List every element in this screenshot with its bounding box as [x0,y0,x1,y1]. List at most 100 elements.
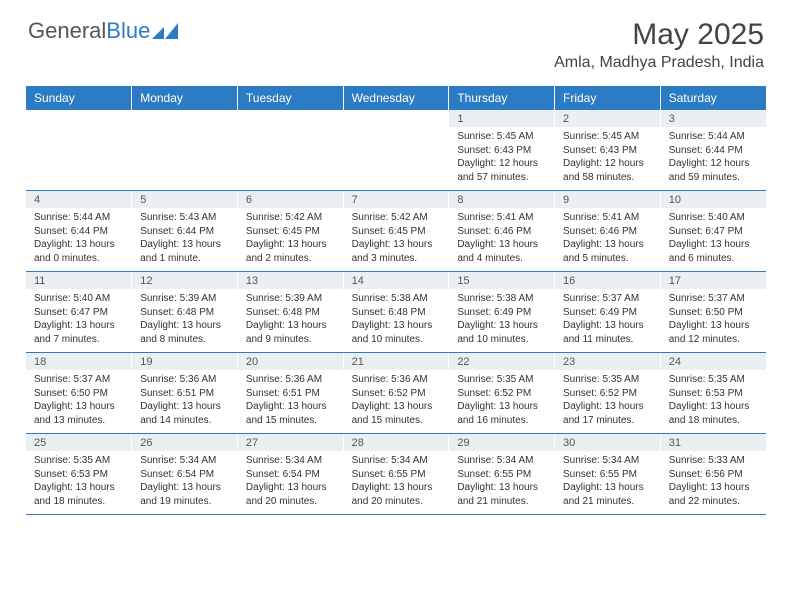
daylight-line: Daylight: 13 hours and 19 minutes. [140,481,229,508]
sunrise-line: Sunrise: 5:39 AM [140,292,229,306]
details-row: Sunrise: 5:35 AMSunset: 6:53 PM Daylight:… [26,451,766,515]
sunset-line: Sunset: 6:55 PM [352,468,441,482]
sunrise-line: Sunrise: 5:34 AM [140,454,229,468]
logo-blue: Blue [106,18,150,43]
day-details-cell [343,127,449,191]
day-details-cell [132,127,238,191]
sunset-line: Sunset: 6:48 PM [140,306,229,320]
logo-mark-icon [152,21,180,41]
daylight-line: Daylight: 12 hours and 59 minutes. [669,157,758,184]
sunrise-line: Sunrise: 5:42 AM [352,211,441,225]
sunset-line: Sunset: 6:44 PM [34,225,123,239]
weekday-header: Friday [555,86,661,110]
sunset-line: Sunset: 6:47 PM [669,225,758,239]
day-number-cell: 21 [343,353,449,371]
day-number-cell: 10 [660,191,766,209]
sunrise-line: Sunrise: 5:44 AM [669,130,758,144]
day-number-cell: 23 [555,353,661,371]
sunrise-line: Sunrise: 5:37 AM [34,373,123,387]
daylight-line: Daylight: 13 hours and 15 minutes. [246,400,335,427]
daylight-line: Daylight: 13 hours and 0 minutes. [34,238,123,265]
day-details-cell: Sunrise: 5:34 AMSunset: 6:54 PMDaylight:… [237,451,343,515]
details-row: Sunrise: 5:45 AMSunset: 6:43 PMDaylight:… [26,127,766,191]
sunset-line: Sunset: 6:53 PM [34,468,123,482]
daylight-line: Daylight: 13 hours and 17 minutes. [563,400,652,427]
details-row: Sunrise: 5:44 AMSunset: 6:44 PMDaylight:… [26,208,766,272]
sunset-line: Sunset: 6:52 PM [457,387,546,401]
daylight-line: Daylight: 13 hours and 10 minutes. [457,319,546,346]
daylight-line: Daylight: 13 hours and 5 minutes. [563,238,652,265]
daynum-row: 123 [26,110,766,127]
location-label: Amla, Madhya Pradesh, India [554,54,764,72]
day-number-cell: 17 [660,272,766,290]
sunrise-line: Sunrise: 5:42 AM [246,211,335,225]
day-details-cell: Sunrise: 5:45 AMSunset: 6:43 PMDaylight:… [449,127,555,191]
daylight-line: Daylight: 13 hours and 22 minutes. [669,481,758,508]
day-details-cell: Sunrise: 5:40 AMSunset: 6:47 PMDaylight:… [26,289,132,353]
daylight-line: Daylight: 13 hours and 9 minutes. [246,319,335,346]
daylight-line: Daylight: 12 hours and 57 minutes. [457,157,546,184]
daylight-line: Daylight: 13 hours and 10 minutes. [352,319,441,346]
daynum-row: 25262728293031 [26,434,766,452]
sunrise-line: Sunrise: 5:35 AM [34,454,123,468]
sunset-line: Sunset: 6:47 PM [34,306,123,320]
day-details-cell: Sunrise: 5:39 AMSunset: 6:48 PMDaylight:… [237,289,343,353]
sunset-line: Sunset: 6:54 PM [246,468,335,482]
day-number-cell [26,110,132,127]
day-number-cell: 3 [660,110,766,127]
sunset-line: Sunset: 6:48 PM [352,306,441,320]
weekday-header: Tuesday [237,86,343,110]
day-number-cell: 7 [343,191,449,209]
day-details-cell: Sunrise: 5:42 AMSunset: 6:45 PMDaylight:… [343,208,449,272]
day-number-cell: 30 [555,434,661,452]
daylight-line: Daylight: 13 hours and 20 minutes. [352,481,441,508]
daynum-row: 18192021222324 [26,353,766,371]
sunset-line: Sunset: 6:49 PM [563,306,652,320]
sunset-line: Sunset: 6:46 PM [563,225,652,239]
day-details-cell: Sunrise: 5:34 AMSunset: 6:55 PMDaylight:… [555,451,661,515]
daylight-line: Daylight: 13 hours and 4 minutes. [457,238,546,265]
day-number-cell: 5 [132,191,238,209]
sunrise-line: Sunrise: 5:37 AM [669,292,758,306]
day-number-cell: 24 [660,353,766,371]
sunset-line: Sunset: 6:44 PM [669,144,758,158]
sunrise-line: Sunrise: 5:34 AM [457,454,546,468]
sunrise-line: Sunrise: 5:43 AM [140,211,229,225]
day-details-cell: Sunrise: 5:35 AMSunset: 6:53 PMDaylight:… [660,370,766,434]
sunrise-line: Sunrise: 5:40 AM [34,292,123,306]
daylight-line: Daylight: 13 hours and 11 minutes. [563,319,652,346]
sunset-line: Sunset: 6:46 PM [457,225,546,239]
day-number-cell: 22 [449,353,555,371]
sunrise-line: Sunrise: 5:39 AM [246,292,335,306]
sunset-line: Sunset: 6:50 PM [34,387,123,401]
sunset-line: Sunset: 6:45 PM [246,225,335,239]
details-row: Sunrise: 5:40 AMSunset: 6:47 PMDaylight:… [26,289,766,353]
sunset-line: Sunset: 6:48 PM [246,306,335,320]
day-details-cell: Sunrise: 5:34 AMSunset: 6:55 PMDaylight:… [449,451,555,515]
sunset-line: Sunset: 6:49 PM [457,306,546,320]
daylight-line: Daylight: 13 hours and 13 minutes. [34,400,123,427]
day-details-cell: Sunrise: 5:40 AMSunset: 6:47 PMDaylight:… [660,208,766,272]
day-details-cell: Sunrise: 5:37 AMSunset: 6:50 PMDaylight:… [26,370,132,434]
daynum-row: 11121314151617 [26,272,766,290]
sunset-line: Sunset: 6:51 PM [140,387,229,401]
sunset-line: Sunset: 6:44 PM [140,225,229,239]
day-details-cell: Sunrise: 5:41 AMSunset: 6:46 PMDaylight:… [449,208,555,272]
sunrise-line: Sunrise: 5:35 AM [563,373,652,387]
sunset-line: Sunset: 6:56 PM [669,468,758,482]
sunset-line: Sunset: 6:55 PM [563,468,652,482]
weekday-header: Wednesday [343,86,449,110]
day-details-cell: Sunrise: 5:44 AMSunset: 6:44 PMDaylight:… [660,127,766,191]
details-row: Sunrise: 5:37 AMSunset: 6:50 PMDaylight:… [26,370,766,434]
day-details-cell: Sunrise: 5:44 AMSunset: 6:44 PMDaylight:… [26,208,132,272]
day-number-cell: 15 [449,272,555,290]
sunrise-line: Sunrise: 5:35 AM [669,373,758,387]
page-title: May 2025 [554,18,764,52]
day-details-cell: Sunrise: 5:38 AMSunset: 6:48 PMDaylight:… [343,289,449,353]
sunrise-line: Sunrise: 5:35 AM [457,373,546,387]
day-details-cell: Sunrise: 5:37 AMSunset: 6:50 PMDaylight:… [660,289,766,353]
daylight-line: Daylight: 13 hours and 7 minutes. [34,319,123,346]
weekday-row: SundayMondayTuesdayWednesdayThursdayFrid… [26,86,766,110]
sunrise-line: Sunrise: 5:41 AM [563,211,652,225]
day-number-cell: 26 [132,434,238,452]
